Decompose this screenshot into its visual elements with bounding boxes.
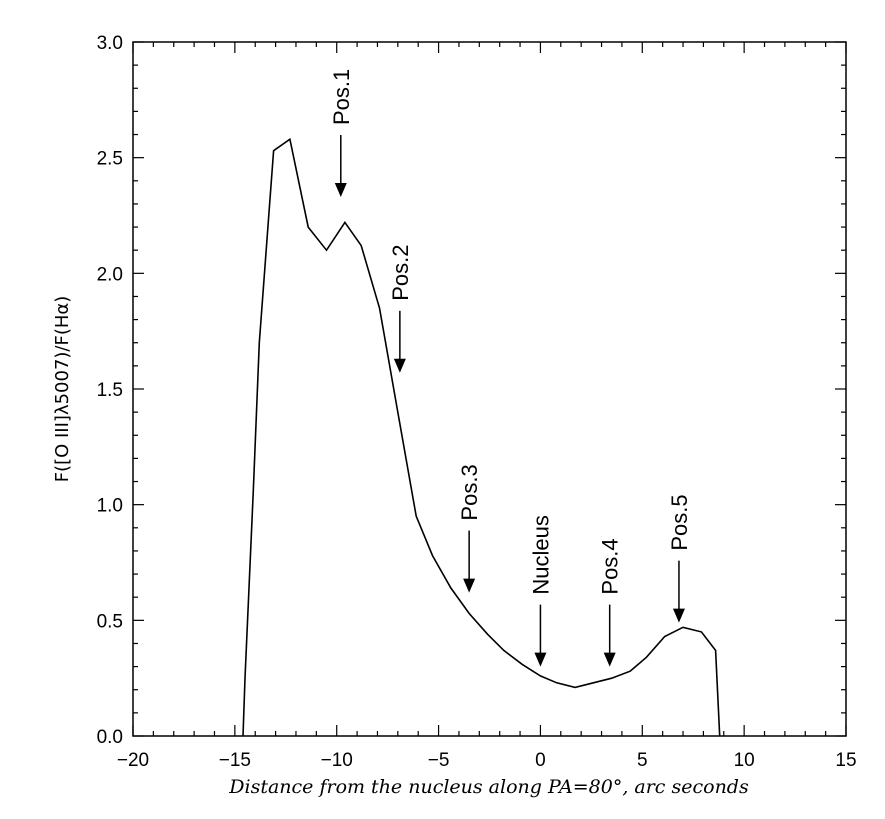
x-tick-label: 10	[734, 750, 755, 771]
annotation-pos5: Pos.5	[667, 494, 692, 623]
annotation-nucleus: Nucleus	[528, 515, 553, 667]
annotation-label: Pos.3	[457, 464, 482, 520]
x-tick-label: −15	[219, 750, 251, 771]
y-tick-label: 3.0	[97, 33, 123, 54]
y-tick-label: 2.5	[97, 149, 123, 170]
y-tick-label: 1.5	[97, 380, 123, 401]
annotation-pos3: Pos.3	[457, 464, 482, 593]
annotation-pos4: Pos.4	[598, 538, 623, 667]
y-tick-label: 2.0	[97, 264, 123, 285]
y-tick-label: 0.5	[97, 611, 123, 632]
series-line	[242, 137, 721, 737]
annotation-pos2: Pos.2	[388, 245, 413, 373]
y-axis-label: F([O III]λ5007)/F(Hα)	[52, 296, 73, 483]
x-tick-label: 0	[535, 750, 546, 771]
x-tick-label: 15	[835, 750, 856, 771]
ticks	[132, 41, 847, 737]
annotations: Pos.1 Pos.2 Pos.3 Nucleus Pos.4 Pos.5	[329, 69, 692, 667]
x-tick-label: −10	[321, 750, 353, 771]
x-tick-label: −5	[428, 750, 450, 771]
x-tick-label: 5	[637, 750, 648, 771]
annotation-label: Pos.4	[598, 538, 623, 594]
annotation-label: Pos.1	[329, 69, 354, 125]
annotation-pos1: Pos.1	[329, 69, 354, 197]
y-tick-label: 0.0	[97, 727, 123, 748]
plot-frame	[132, 41, 847, 737]
arrow-down-icon	[334, 182, 347, 197]
y-tick-label: 1.0	[97, 496, 123, 517]
annotation-label: Pos.5	[667, 494, 692, 550]
arrow-down-icon	[672, 608, 685, 623]
arrow-down-icon	[393, 358, 406, 373]
annotation-label: Pos.2	[388, 245, 413, 301]
arrow-down-icon	[534, 652, 547, 667]
annotation-label: Nucleus	[528, 515, 553, 594]
arrow-down-icon	[603, 652, 616, 667]
arrow-down-icon	[463, 578, 476, 593]
x-axis-label: Distance from the nucleus along PA=80°, …	[228, 776, 749, 798]
tick-labels: −20 −15 −10 −5 0 5 10 15 0.0 0.5 1.0 1.5 2.0 2.5 3.0	[97, 33, 857, 771]
x-tick-label: −20	[117, 750, 149, 771]
